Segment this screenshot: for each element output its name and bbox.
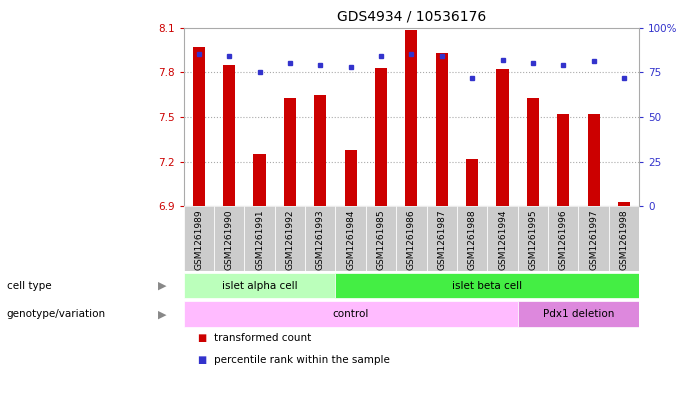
Bar bbox=[223, 65, 235, 206]
Text: ■: ■ bbox=[197, 333, 207, 343]
Bar bbox=[396, 206, 426, 271]
Bar bbox=[184, 206, 214, 271]
Text: islet beta cell: islet beta cell bbox=[452, 281, 522, 290]
Text: GSM1261995: GSM1261995 bbox=[528, 209, 537, 270]
Text: GSM1261990: GSM1261990 bbox=[224, 209, 234, 270]
Bar bbox=[488, 206, 517, 271]
Text: percentile rank within the sample: percentile rank within the sample bbox=[214, 355, 390, 365]
Bar bbox=[314, 95, 326, 206]
Bar bbox=[375, 68, 387, 206]
Text: ▶: ▶ bbox=[158, 281, 167, 290]
Text: GSM1261985: GSM1261985 bbox=[377, 209, 386, 270]
Bar bbox=[517, 301, 639, 327]
Text: ▶: ▶ bbox=[158, 309, 167, 319]
Bar bbox=[366, 206, 396, 271]
Bar bbox=[284, 97, 296, 206]
Title: GDS4934 / 10536176: GDS4934 / 10536176 bbox=[337, 9, 486, 24]
Text: control: control bbox=[333, 309, 369, 319]
Text: GSM1261987: GSM1261987 bbox=[437, 209, 446, 270]
Text: GSM1261986: GSM1261986 bbox=[407, 209, 416, 270]
Text: cell type: cell type bbox=[7, 281, 52, 290]
Bar bbox=[618, 202, 630, 206]
Bar bbox=[588, 114, 600, 206]
Bar bbox=[305, 206, 335, 271]
Text: GSM1261984: GSM1261984 bbox=[346, 209, 355, 270]
Text: GSM1261994: GSM1261994 bbox=[498, 209, 507, 270]
Bar bbox=[244, 206, 275, 271]
Text: GSM1261993: GSM1261993 bbox=[316, 209, 325, 270]
Bar bbox=[557, 114, 569, 206]
Text: transformed count: transformed count bbox=[214, 333, 311, 343]
Bar bbox=[609, 206, 639, 271]
Bar bbox=[192, 47, 205, 206]
Text: GSM1261988: GSM1261988 bbox=[468, 209, 477, 270]
Bar bbox=[335, 206, 366, 271]
Bar bbox=[548, 206, 579, 271]
Bar bbox=[214, 206, 244, 271]
Text: GSM1261992: GSM1261992 bbox=[286, 209, 294, 270]
Bar bbox=[517, 206, 548, 271]
Text: ■: ■ bbox=[197, 355, 207, 365]
Bar bbox=[466, 159, 478, 206]
Text: Pdx1 deletion: Pdx1 deletion bbox=[543, 309, 614, 319]
Text: GSM1261997: GSM1261997 bbox=[589, 209, 598, 270]
Text: GSM1261996: GSM1261996 bbox=[559, 209, 568, 270]
Text: GSM1261989: GSM1261989 bbox=[194, 209, 203, 270]
Bar bbox=[527, 97, 539, 206]
Text: genotype/variation: genotype/variation bbox=[7, 309, 106, 319]
Bar bbox=[579, 206, 609, 271]
Text: GSM1261991: GSM1261991 bbox=[255, 209, 264, 270]
Bar bbox=[457, 206, 488, 271]
Bar bbox=[275, 206, 305, 271]
Text: islet alpha cell: islet alpha cell bbox=[222, 281, 297, 290]
Bar bbox=[184, 273, 335, 298]
Bar bbox=[345, 150, 357, 206]
Bar bbox=[436, 53, 448, 206]
Text: GSM1261998: GSM1261998 bbox=[619, 209, 628, 270]
Bar bbox=[184, 301, 517, 327]
Bar bbox=[254, 154, 266, 206]
Bar bbox=[496, 69, 509, 206]
Bar bbox=[426, 206, 457, 271]
Bar bbox=[335, 273, 639, 298]
Bar bbox=[405, 31, 418, 206]
